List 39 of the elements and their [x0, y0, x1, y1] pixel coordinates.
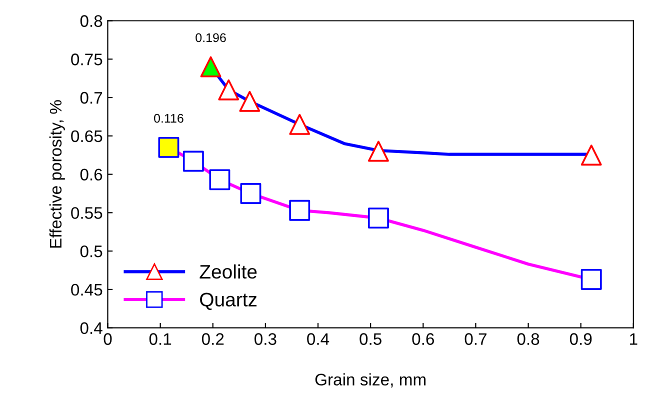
- point: [158, 136, 180, 158]
- point: [289, 200, 310, 221]
- y-tick-label: 0.4: [80, 322, 102, 334]
- x-tick-label: 0.1: [149, 333, 172, 345]
- x-tick-label: 0.2: [202, 333, 224, 345]
- point: [200, 56, 222, 78]
- legend-label: Quartz: [200, 292, 257, 310]
- x-tick-label: 1: [630, 333, 638, 345]
- x-tick-label: 0.4: [307, 333, 330, 345]
- point: [289, 114, 310, 135]
- y-axis-title: Effective porosity, %: [49, 100, 65, 248]
- y-tick-label: 0.5: [80, 245, 102, 258]
- point: [209, 169, 230, 190]
- y-tick-label: 0.6: [80, 168, 102, 181]
- y-tick-label: 0.75: [71, 54, 102, 66]
- point: [580, 269, 602, 290]
- annotation: 0.116: [154, 114, 184, 123]
- point: [240, 183, 262, 204]
- x-tick-label: 0.8: [517, 333, 540, 345]
- annotation: 0.196: [196, 33, 226, 42]
- y-tick-label: 0.55: [71, 207, 102, 219]
- x-tick-label: 0.5: [360, 333, 382, 345]
- y-tick-label: 0.45: [71, 284, 102, 296]
- y-tick-label: 0.7: [80, 92, 102, 104]
- x-tick-label: 0.3: [254, 333, 276, 345]
- y-tick-label: 0.65: [71, 130, 102, 142]
- x-tick-label: 0: [104, 333, 112, 345]
- legend-label: Zeolite: [200, 264, 257, 279]
- point: [580, 144, 602, 166]
- point: [368, 208, 389, 229]
- y-tick-label: 0.8: [80, 15, 102, 27]
- point: [182, 150, 204, 172]
- point: [218, 79, 240, 100]
- x-axis-title: Grain size, mm: [315, 373, 426, 388]
- point: [368, 140, 389, 162]
- x-tick-label: 0.7: [464, 333, 486, 345]
- x-tick-label: 0.6: [412, 333, 434, 345]
- point: [239, 90, 260, 112]
- x-tick-label: 0.9: [570, 333, 592, 345]
